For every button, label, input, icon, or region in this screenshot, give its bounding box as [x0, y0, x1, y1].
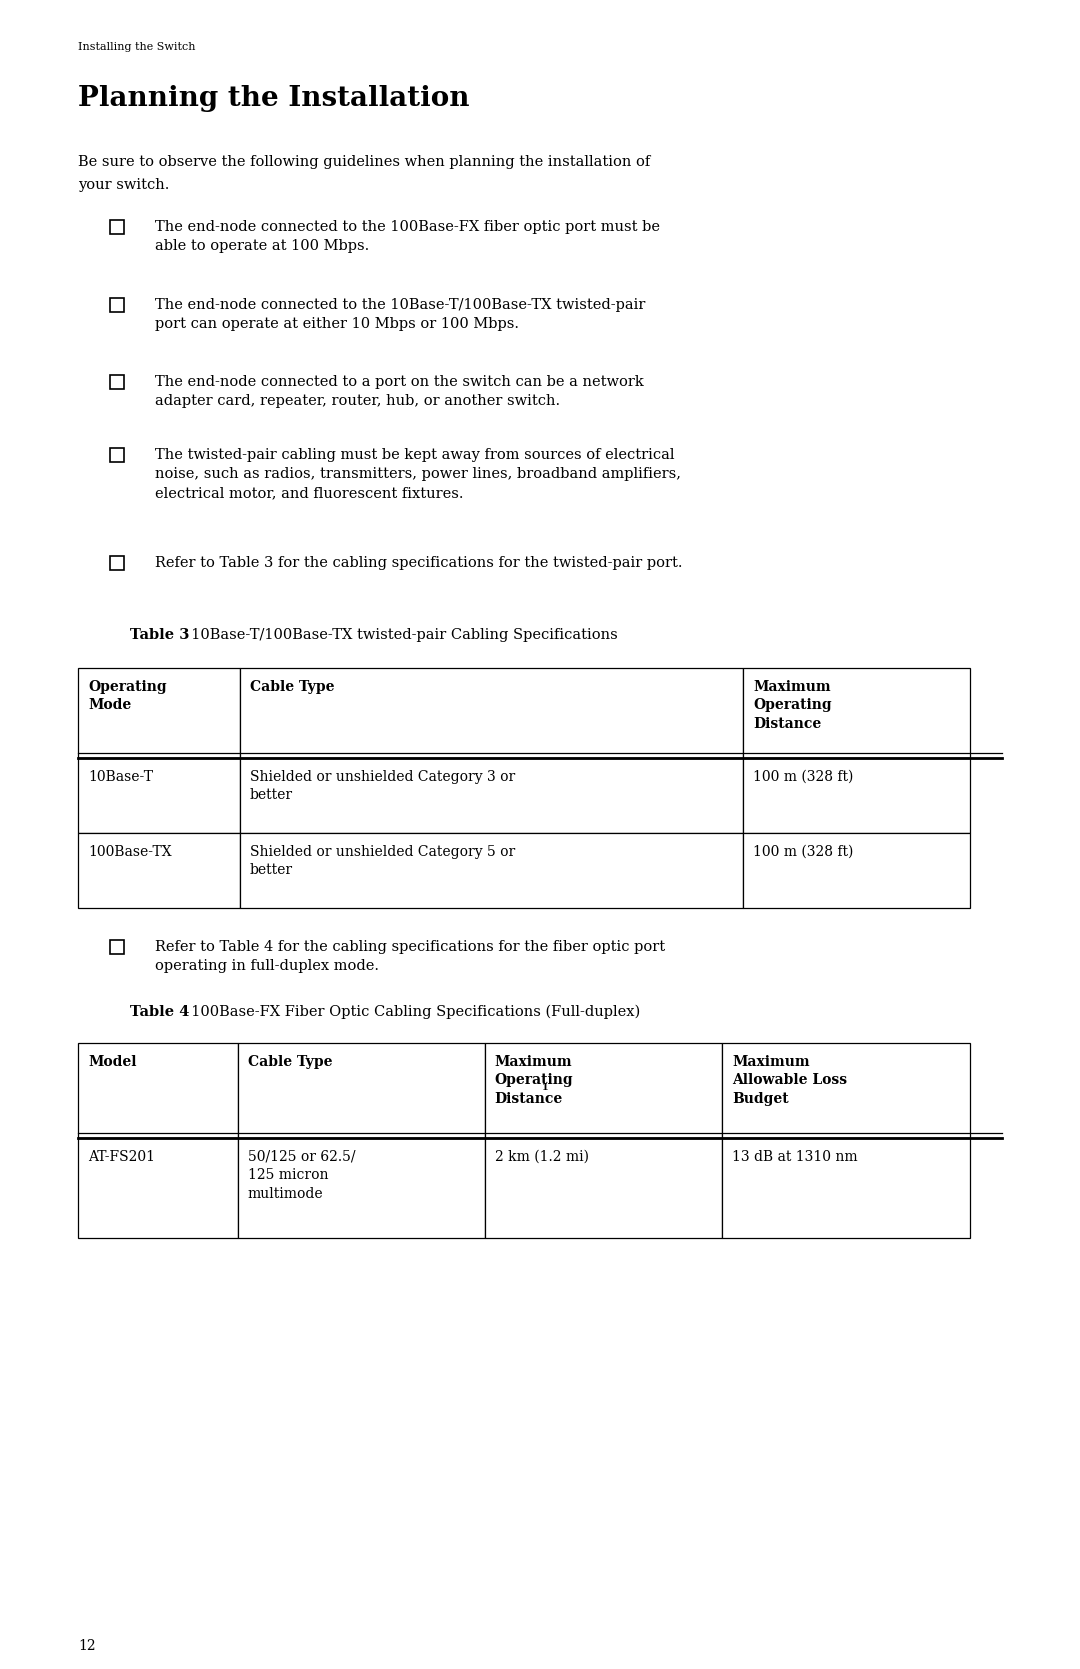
Bar — [110, 940, 124, 955]
Text: Installing the Switch: Installing the Switch — [78, 42, 195, 52]
Bar — [78, 833, 240, 908]
Bar — [238, 1043, 485, 1138]
Bar — [78, 668, 240, 758]
Text: The end-node connected to the 100Base-FX fiber optic port must be
able to operat: The end-node connected to the 100Base-FX… — [156, 220, 660, 254]
Bar — [240, 833, 743, 908]
Text: Planning the Installation: Planning the Installation — [78, 85, 470, 112]
Text: 100Base-FX Fiber Optic Cabling Specifications (Full-duplex): 100Base-FX Fiber Optic Cabling Specifica… — [183, 1005, 640, 1020]
Text: AT-FS201: AT-FS201 — [87, 1150, 156, 1163]
Text: 2 km (1.2 mi): 2 km (1.2 mi) — [495, 1150, 589, 1163]
Text: Maximum
Allowable Loss
Budget: Maximum Allowable Loss Budget — [732, 1055, 847, 1107]
Bar — [240, 758, 743, 833]
Bar — [743, 833, 970, 908]
Text: Table 4: Table 4 — [130, 1005, 189, 1020]
Bar — [485, 1043, 723, 1138]
Bar — [110, 220, 124, 234]
Text: Refer to Table 4 for the cabling specifications for the fiber optic port
operati: Refer to Table 4 for the cabling specifi… — [156, 940, 665, 973]
Bar — [743, 668, 970, 758]
Bar — [110, 556, 124, 571]
Text: 10Base-T/100Base-TX twisted-pair Cabling Specifications: 10Base-T/100Base-TX twisted-pair Cabling… — [183, 628, 618, 643]
Text: Shielded or unshielded Category 5 or
better: Shielded or unshielded Category 5 or bet… — [249, 845, 515, 878]
Text: The end-node connected to a port on the switch can be a network
adapter card, re: The end-node connected to a port on the … — [156, 376, 644, 407]
Text: Cable Type: Cable Type — [249, 679, 334, 694]
Bar — [743, 758, 970, 833]
Text: Table 3: Table 3 — [130, 628, 189, 643]
Text: Operating
Mode: Operating Mode — [87, 679, 166, 713]
Bar — [240, 668, 743, 758]
Text: Shielded or unshielded Category 3 or
better: Shielded or unshielded Category 3 or bet… — [249, 769, 515, 803]
Bar — [723, 1043, 970, 1138]
Text: 50/125 or 62.5/
125 micron
multimode: 50/125 or 62.5/ 125 micron multimode — [247, 1150, 355, 1200]
Bar — [78, 758, 240, 833]
Text: 100Base-TX: 100Base-TX — [87, 845, 172, 860]
Bar — [110, 299, 124, 312]
Bar — [485, 1138, 723, 1238]
Text: 13 dB at 1310 nm: 13 dB at 1310 nm — [732, 1150, 858, 1163]
Bar — [238, 1138, 485, 1238]
Text: Cable Type: Cable Type — [247, 1055, 333, 1070]
Text: your switch.: your switch. — [78, 179, 170, 192]
Text: Model: Model — [87, 1055, 136, 1070]
Text: Maximum
Operating
Distance: Maximum Operating Distance — [495, 1055, 573, 1107]
Text: Refer to Table 3 for the cabling specifications for the twisted-pair port.: Refer to Table 3 for the cabling specifi… — [156, 556, 683, 571]
Text: Maximum
Operating
Distance: Maximum Operating Distance — [753, 679, 832, 731]
Bar — [78, 1043, 238, 1138]
Text: The twisted-pair cabling must be kept away from sources of electrical
noise, suc: The twisted-pair cabling must be kept aw… — [156, 447, 681, 501]
Text: The end-node connected to the 10Base-T/100Base-TX twisted-pair
port can operate : The end-node connected to the 10Base-T/1… — [156, 299, 646, 330]
Bar — [723, 1138, 970, 1238]
Bar — [110, 376, 124, 389]
Text: Be sure to observe the following guidelines when planning the installation of: Be sure to observe the following guideli… — [78, 155, 650, 169]
Text: 10Base-T: 10Base-T — [87, 769, 153, 784]
Bar — [78, 1138, 238, 1238]
Text: 1: 1 — [541, 1083, 548, 1092]
Text: 100 m (328 ft): 100 m (328 ft) — [753, 845, 853, 860]
Text: 100 m (328 ft): 100 m (328 ft) — [753, 769, 853, 784]
Text: 12: 12 — [78, 1639, 96, 1652]
Bar — [110, 447, 124, 462]
